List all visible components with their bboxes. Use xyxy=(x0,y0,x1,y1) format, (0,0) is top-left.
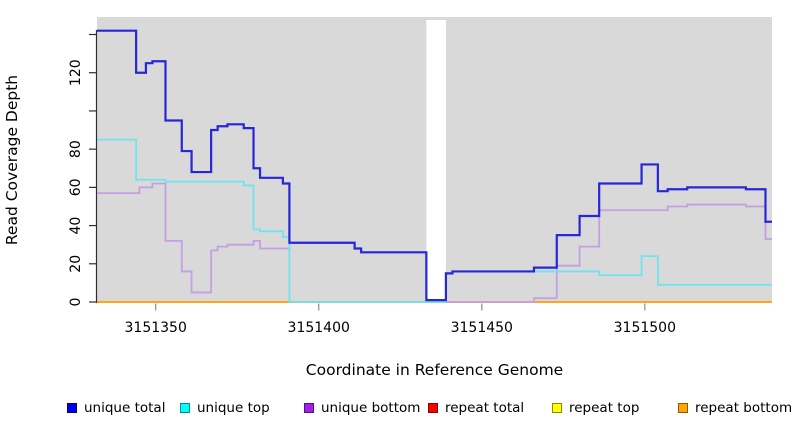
y-tick-label: 40 xyxy=(68,217,84,235)
coverage-gap-region xyxy=(426,20,446,303)
x-tick-label: 3151350 xyxy=(125,320,187,336)
y-tick-label: 20 xyxy=(68,255,84,273)
series-unique-total xyxy=(97,29,772,302)
y-tick-label: 60 xyxy=(68,178,84,196)
x-axis-title: Coordinate in Reference Genome xyxy=(306,361,563,379)
series-unique-top xyxy=(97,138,772,303)
x-tick-label: 3151450 xyxy=(451,320,513,336)
x-tick-label: 3151400 xyxy=(288,320,350,336)
y-tick-label: 120 xyxy=(68,59,84,86)
y-tick-label: 80 xyxy=(68,140,84,158)
y-tick-label: 0 xyxy=(68,298,84,307)
y-axis-title: Read Coverage Depth xyxy=(3,75,21,245)
x-tick-label: 3151500 xyxy=(614,320,676,336)
